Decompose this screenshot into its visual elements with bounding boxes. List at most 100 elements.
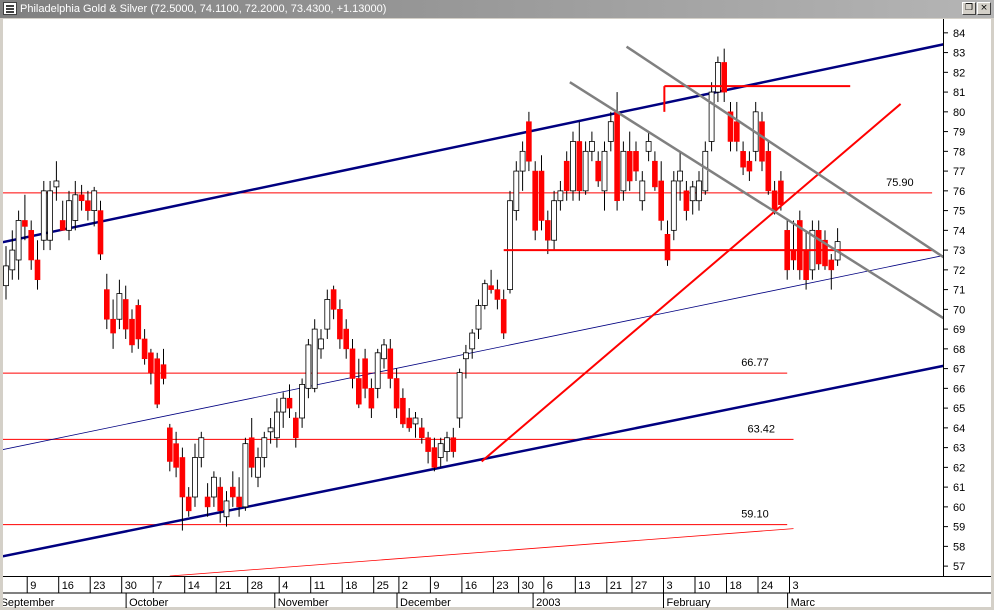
candle <box>104 273 110 330</box>
candle <box>444 431 450 462</box>
candle <box>557 180 564 211</box>
candle <box>677 151 683 201</box>
plot-area[interactable]: 75.90 66.77 63.42 59.10 <box>3 19 943 576</box>
candle-body <box>393 378 400 409</box>
candle <box>721 48 728 102</box>
candle <box>696 171 702 211</box>
candle-body <box>236 496 242 508</box>
candle-body <box>173 443 179 468</box>
candle <box>305 338 312 399</box>
candle-body <box>771 190 778 211</box>
candle-body <box>778 180 784 205</box>
day-tick-label: 10 <box>698 580 710 592</box>
price-tick-label: 83 <box>953 48 965 60</box>
candle-body <box>576 141 583 192</box>
restore-button[interactable]: ❐ <box>962 2 976 15</box>
candle-body <box>815 230 822 265</box>
price-tick-label: 68 <box>953 344 965 356</box>
candle-body <box>532 170 539 231</box>
candle-body <box>28 230 35 261</box>
candle-body <box>639 180 646 202</box>
window-menu-icon[interactable] <box>3 2 17 15</box>
close-button[interactable]: × <box>977 2 991 15</box>
day-tick-label: 7 <box>156 580 162 592</box>
candle <box>740 141 746 176</box>
candle-body <box>185 496 192 512</box>
level-label: 59.10 <box>741 509 769 521</box>
candle <box>595 151 602 187</box>
day-tick-label: 30 <box>125 580 137 592</box>
candle <box>204 483 211 517</box>
candle <box>141 329 148 365</box>
price-tick-label: 58 <box>953 541 965 553</box>
candle <box>47 180 53 251</box>
candle <box>116 279 123 330</box>
candle <box>834 228 841 266</box>
window-title: Philadelphia Gold & Silver (72.5000, 74.… <box>20 3 387 15</box>
candle-body <box>292 417 299 439</box>
candle-body <box>652 160 658 188</box>
candle <box>97 200 104 260</box>
candle <box>620 141 627 201</box>
candle-body <box>66 200 72 231</box>
price-tick-label: 84 <box>953 28 965 40</box>
candle-body <box>198 437 205 458</box>
candle-body <box>179 457 186 498</box>
candle <box>223 491 230 527</box>
day-tick-label: 23 <box>496 580 508 592</box>
price-tick-label: 69 <box>953 324 965 336</box>
candle-body <box>148 352 154 373</box>
candle <box>532 161 539 241</box>
candle <box>658 161 665 231</box>
candle-body <box>305 344 312 389</box>
candle <box>148 348 154 385</box>
candle-body <box>53 180 60 188</box>
candle-body <box>702 150 709 192</box>
date-axis: 9 16 23 30 7 14 21 28 4 11 18 25 2 9 16 23 30 6 13 21 27 3 10 1… <box>3 576 991 608</box>
candle-body <box>355 378 362 405</box>
price-tick-label: 62 <box>953 462 965 474</box>
day-tick-label: 21 <box>219 580 231 592</box>
candle <box>494 279 501 310</box>
candle <box>53 161 60 201</box>
candle-body <box>204 496 211 508</box>
candle-body <box>475 305 482 330</box>
candle <box>355 358 362 409</box>
candle <box>475 299 482 339</box>
candle-body <box>670 180 677 231</box>
candle-body <box>210 476 217 498</box>
candle <box>286 384 293 418</box>
day-tick-label: 25 <box>377 580 389 592</box>
title-bar[interactable]: Philadelphia Gold & Silver (72.5000, 74.… <box>0 0 994 18</box>
candle <box>469 329 476 359</box>
candle-body <box>664 233 671 261</box>
day-tick-label: 27 <box>635 580 647 592</box>
price-tick-label: 76 <box>953 186 965 198</box>
candle-body <box>418 427 425 439</box>
candle <box>488 269 494 294</box>
candle-body <box>255 457 261 478</box>
candle <box>122 285 129 339</box>
candle <box>34 240 41 290</box>
candle-body <box>614 111 620 202</box>
candle <box>815 220 822 270</box>
price-axis: 57 58 59 60 61 62 63 64 65 66 67 68 69 70 71 72 73 74 75 76… <box>943 19 991 576</box>
candle <box>727 101 734 152</box>
candle <box>645 131 652 162</box>
price-tick-label: 78 <box>953 146 965 158</box>
candle-body <box>400 397 406 425</box>
candle <box>311 319 318 393</box>
candle-body <box>727 111 734 142</box>
candle <box>576 121 583 201</box>
candle-body <box>563 160 570 192</box>
candle <box>563 151 570 201</box>
candle-body <box>337 309 343 340</box>
candle-body <box>381 344 387 360</box>
day-tick-label: 9 <box>30 580 36 592</box>
candle-body <box>110 318 116 334</box>
candle-body <box>708 91 715 142</box>
candle <box>607 111 614 152</box>
candle <box>733 101 740 152</box>
price-tick-label: 61 <box>953 482 965 494</box>
candle <box>160 348 167 385</box>
